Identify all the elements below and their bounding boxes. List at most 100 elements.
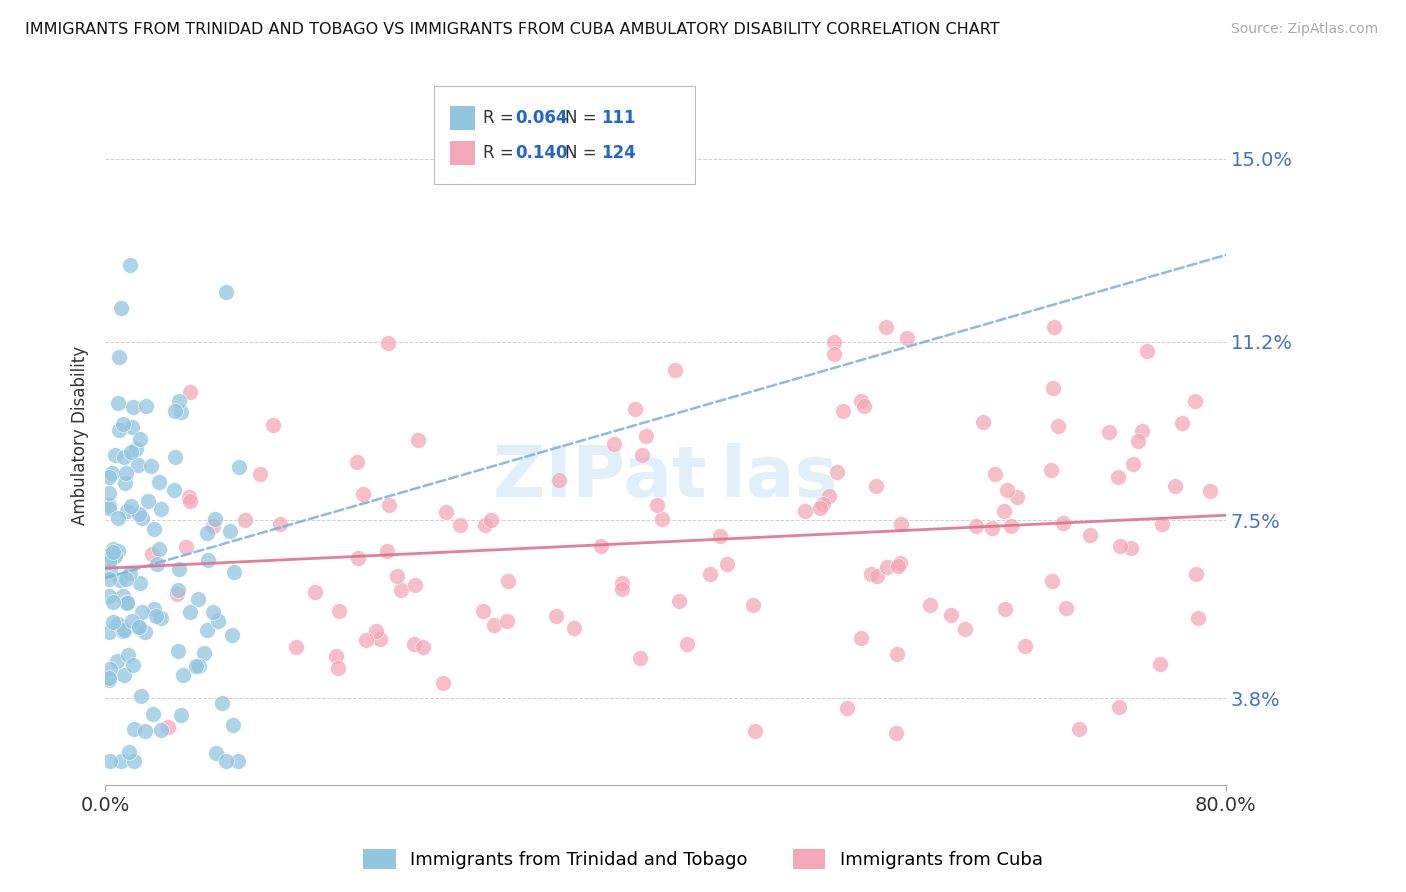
- Point: [195, 526, 218, 541]
- Point: [134, 625, 156, 640]
- Point: [98, 671, 121, 685]
- Point: [179, 493, 201, 508]
- Point: [984, 467, 1007, 481]
- Point: [676, 637, 699, 651]
- Point: [172, 668, 194, 682]
- Point: [107, 544, 129, 558]
- Point: [1047, 419, 1070, 434]
- Point: [793, 504, 815, 518]
- Point: [112, 589, 135, 603]
- Point: [1042, 381, 1064, 395]
- Point: [205, 746, 228, 760]
- Point: [207, 614, 229, 628]
- Point: [835, 701, 858, 715]
- Point: [101, 595, 124, 609]
- Point: [354, 632, 377, 647]
- Point: [201, 605, 224, 619]
- Point: [107, 511, 129, 525]
- Point: [107, 396, 129, 410]
- Point: [496, 574, 519, 589]
- Point: [1119, 541, 1142, 556]
- Point: [404, 637, 426, 651]
- Point: [204, 512, 226, 526]
- Point: [262, 417, 284, 432]
- Point: [603, 437, 626, 451]
- Point: [170, 405, 193, 419]
- Point: [664, 363, 686, 377]
- Point: [1078, 528, 1101, 542]
- Point: [195, 623, 218, 637]
- Point: [145, 609, 167, 624]
- Point: [628, 650, 651, 665]
- Text: 124: 124: [602, 145, 637, 162]
- Point: [142, 706, 165, 721]
- Point: [1108, 700, 1130, 714]
- Point: [1067, 723, 1090, 737]
- Point: [377, 336, 399, 351]
- Point: [219, 524, 242, 539]
- Point: [121, 420, 143, 434]
- Point: [98, 572, 121, 586]
- Point: [120, 258, 142, 272]
- Point: [148, 475, 170, 489]
- Point: [744, 724, 766, 739]
- Point: [104, 448, 127, 462]
- Point: [98, 662, 121, 676]
- Point: [304, 585, 326, 599]
- Point: [121, 658, 143, 673]
- Text: 0.140: 0.140: [516, 145, 568, 162]
- Point: [1184, 394, 1206, 409]
- Point: [235, 513, 257, 527]
- Text: N =: N =: [565, 145, 602, 162]
- Point: [623, 401, 645, 416]
- Point: [121, 614, 143, 628]
- Point: [179, 490, 201, 504]
- Point: [115, 572, 138, 586]
- Point: [1126, 434, 1149, 448]
- Point: [148, 541, 170, 556]
- Point: [495, 614, 517, 628]
- Point: [1199, 483, 1222, 498]
- Point: [823, 347, 845, 361]
- Point: [955, 622, 977, 636]
- Point: [832, 403, 855, 417]
- Point: [222, 718, 245, 732]
- Text: Source: ZipAtlas.com: Source: ZipAtlas.com: [1230, 22, 1378, 37]
- Point: [387, 569, 409, 583]
- Point: [146, 557, 169, 571]
- Point: [865, 479, 887, 493]
- Point: [284, 640, 307, 655]
- Point: [1130, 424, 1153, 438]
- Point: [118, 745, 141, 759]
- Point: [184, 658, 207, 673]
- Point: [328, 604, 350, 618]
- Point: [141, 458, 163, 473]
- Point: [167, 582, 190, 597]
- Point: [98, 589, 121, 603]
- Point: [141, 548, 163, 562]
- Point: [1164, 479, 1187, 493]
- Point: [876, 559, 898, 574]
- Point: [125, 442, 148, 456]
- Point: [100, 466, 122, 480]
- Point: [1005, 490, 1028, 504]
- Point: [128, 508, 150, 522]
- Point: [631, 449, 654, 463]
- Point: [111, 417, 134, 432]
- Point: [112, 668, 135, 682]
- Point: [741, 598, 763, 612]
- Point: [347, 550, 370, 565]
- Point: [1150, 517, 1173, 532]
- Point: [98, 625, 121, 640]
- Point: [108, 573, 131, 587]
- Point: [610, 582, 633, 597]
- Point: [115, 466, 138, 480]
- Point: [825, 465, 848, 479]
- Point: [129, 432, 152, 446]
- Point: [808, 500, 831, 515]
- Point: [110, 301, 132, 315]
- Point: [645, 499, 668, 513]
- Point: [980, 521, 1002, 535]
- Point: [326, 661, 349, 675]
- Point: [98, 499, 121, 513]
